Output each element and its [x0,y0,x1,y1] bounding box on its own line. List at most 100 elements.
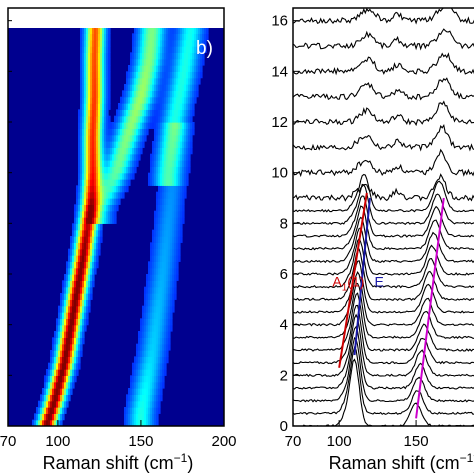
heatmap-cell [160,261,163,269]
heatmap-cell [74,312,77,319]
heatmap-cell [96,96,99,104]
heatmap-cell [96,179,99,186]
heatmap-cell [206,28,209,34]
heatmap-cell [104,122,107,129]
spectrum-line [293,282,474,339]
heatmap-cell [170,324,173,332]
heatmap-cell [184,109,187,117]
heatmap-cell [138,96,141,104]
heatmap-cell [128,141,131,148]
heatmap-cell [84,280,87,288]
heatmap-cell [106,71,109,79]
heatmap-cell [80,147,83,155]
heatmap-cell [182,96,185,104]
heatmap-cell [184,115,187,123]
heatmap-cell [76,267,79,275]
heatmap-cell [118,179,121,186]
heatmap-cell [94,128,97,136]
heatmap-cell [130,58,133,66]
heatmap-cell [176,33,179,41]
heatmap-cell [186,46,189,53]
heatmap-cell [78,166,81,174]
heatmap-cell [72,255,75,262]
heatmap-cell [160,109,163,117]
heatmap-cell [154,39,157,47]
heatmap-cell [142,39,145,47]
heatmap-cell [108,96,111,104]
heatmap-cell [178,128,181,136]
heatmap-cell [132,147,135,155]
heatmap-cell [92,77,95,85]
heatmap-cell [188,46,191,53]
heatmap-cell [152,261,155,269]
heatmap-cell [138,331,141,338]
heatmap-cell [204,39,207,47]
heatmap-cell [96,109,99,117]
heatmap-cell [58,356,61,364]
heatmap-cell [86,198,89,205]
heatmap-cell [162,96,165,104]
heatmap-cell [72,286,75,294]
heatmap-cell [156,90,159,98]
heatmap-cell [174,280,177,288]
heatmap-cell [146,103,149,110]
heatmap-cell [94,255,97,262]
heatmap-cell [160,134,163,142]
heatmap-cell [148,343,151,351]
heatmap-cell [146,109,149,117]
heatmap-cell [196,58,199,66]
heatmap-cell [84,236,87,243]
heatmap-cell [112,179,115,186]
heatmap-cell [138,369,141,376]
heatmap-cell [66,381,69,389]
heatmap-cell [168,242,171,250]
heatmap-cell [170,185,173,193]
heatmap-cell [156,33,159,41]
heatmap-cell [112,122,115,129]
heatmap-cell [178,153,181,161]
heatmap-cell [150,90,153,98]
heatmap-cell [172,267,175,275]
heatmap-cell [94,185,97,193]
heatmap-cell [88,286,91,294]
heatmap-cell [170,286,173,294]
heatmap-cell [188,134,191,142]
heatmap-cell [108,33,111,41]
heatmap-cell [138,147,141,155]
heatmap-cell [100,172,103,180]
heatmap-cell [138,39,141,47]
heatmap-cell [160,179,163,186]
heatmap-cell [112,210,115,218]
heatmap-cell [146,419,149,426]
heatmap-cell [174,39,177,47]
heatmap-cell [180,166,183,174]
heatmap-cell [186,141,189,148]
heatmap-cell [166,84,169,91]
heatmap-cell [70,312,73,319]
heatmap-cell [158,210,161,218]
heatmap-cell [92,115,95,123]
heatmap-cell [86,255,89,262]
heatmap-cell [140,375,143,383]
heatmap-cell [102,179,105,186]
heatmap-cell [106,204,109,212]
heatmap-cell [150,400,153,408]
heatmap-cell [178,217,181,224]
heatmap-cell [154,299,157,307]
heatmap-cell [174,65,177,72]
heatmap-cell [154,71,157,79]
heatmap-cell [54,381,57,389]
heatmap-cell [156,191,159,199]
heatmap-cell [68,331,71,338]
heatmap-cell [114,166,117,174]
heatmap-cell [174,204,177,212]
heatmap-cell [172,293,175,300]
heatmap-cell [190,46,193,53]
heatmap-cell [82,242,85,250]
heatmap-cell [168,204,171,212]
heatmap-cell [126,413,129,421]
heatmap-cell [100,204,103,212]
heatmap-cell [98,236,101,243]
heatmap-cell [160,362,163,370]
spectra-x-tick-label: 150 [404,433,429,450]
